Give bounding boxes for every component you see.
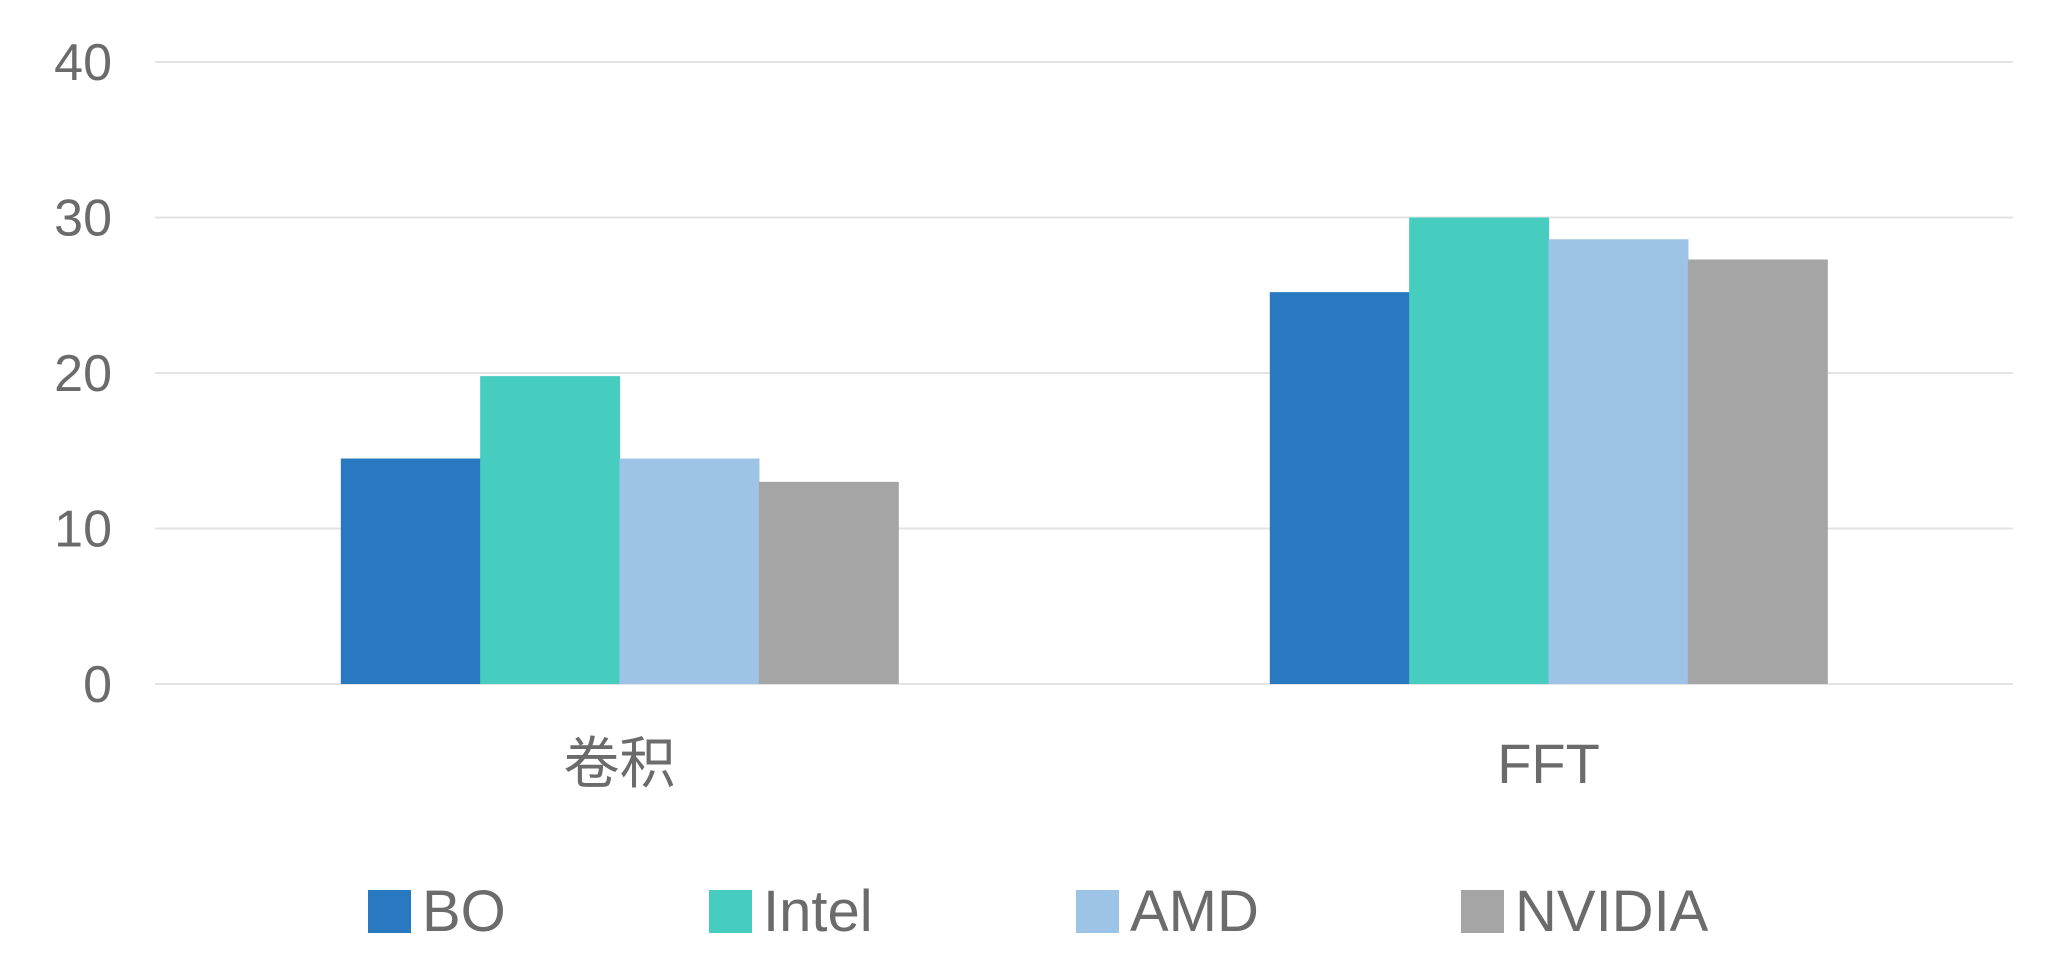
bars [340,217,1828,684]
y-tick-label: 0 [83,656,112,714]
bar-nvidia-1 [1687,259,1828,684]
legend-swatch-nvidia [1461,890,1504,933]
bar-nvidia-0 [758,481,899,684]
category-label: 卷积 [564,732,676,795]
y-tick-label: 20 [54,345,112,403]
legend-swatch-bo [368,890,411,933]
y-axis-ticks: 0 10 20 30 40 [54,34,112,714]
legend-swatch-intel [709,890,752,933]
bar-amd-0 [619,458,760,684]
bar-intel-0 [480,376,621,684]
category-label: FFT [1497,732,1600,795]
legend-label-intel: Intel [763,879,873,944]
legend-swatch-amd [1076,890,1119,933]
bar-bo-1 [1269,292,1410,684]
bar-bo-0 [340,458,481,684]
legend-label-bo: BO [422,879,506,944]
y-tick-label: 30 [54,190,112,248]
y-tick-label: 10 [54,501,112,559]
legend: BO Intel AMD NVIDIA [368,879,1709,944]
bar-amd-1 [1548,239,1689,684]
legend-label-amd: AMD [1130,879,1259,944]
bar-intel-1 [1409,217,1550,684]
legend-label-nvidia: NVIDIA [1515,879,1709,944]
y-tick-label: 40 [54,34,112,92]
x-axis-categories: 卷积 FFT [564,732,1600,795]
